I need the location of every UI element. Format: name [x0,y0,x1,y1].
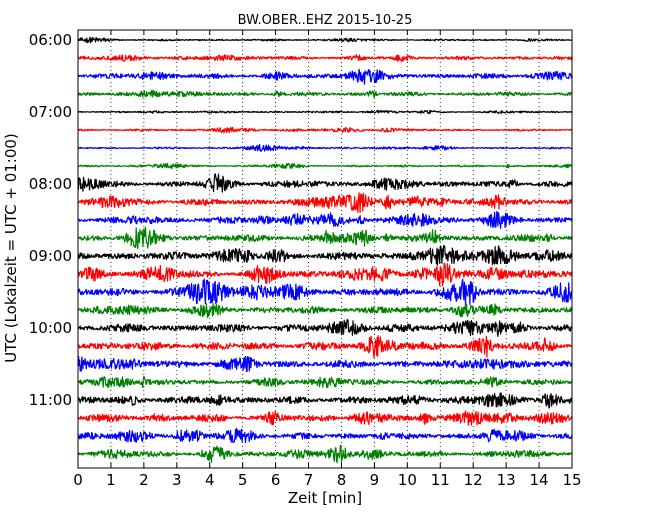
seismogram-trace [77,36,573,44]
x-tick-label: 0 [73,471,83,489]
seismogram-trace [77,375,573,388]
seismogram-trace [77,89,573,98]
seismogram-trace [77,109,573,115]
seismogram-trace [77,334,573,359]
y-tick-label: 06:00 [29,31,72,49]
seismogram-trace [77,427,573,444]
seismogram-trace [77,318,573,337]
x-tick-label: 12 [464,471,483,489]
seismogram-trace [77,392,573,409]
y-axis-label: UTC (Lokalzeit = UTC + 01:00) [2,133,20,363]
y-tick-label: 09:00 [29,247,72,265]
seismogram-trace [77,162,573,170]
seismogram-trace [77,68,573,85]
x-tick-label: 5 [238,471,248,489]
tick-layer: 0 1 2 3 4 5 6 7 8 9 10 11 12 13 14 1506:0007:0008:0009:… [29,30,582,489]
trace-layer [77,36,573,464]
y-tick-label: 11:00 [29,391,72,409]
chart-title: BW.OBER..EHZ 2015-10-25 [238,13,413,28]
seismogram-trace [77,226,573,250]
x-tick-label: 13 [497,471,516,489]
seismogram-trace [77,444,573,464]
plot-frame [77,29,573,469]
x-tick-label: 10 [398,471,417,489]
seismogram-trace [77,410,573,426]
x-tick-label: 6 [271,471,281,489]
seismogram-trace [77,53,573,62]
seismogram-trace [77,302,573,319]
x-tick-label: 15 [562,471,581,489]
seismogram-trace [77,278,573,307]
x-tick-label: 9 [370,471,380,489]
x-tick-label: 14 [530,471,549,489]
seismogram-trace [77,126,573,134]
x-tick-label: 7 [304,471,314,489]
x-tick-label: 1 [106,471,116,489]
x-tick-label: 3 [172,471,182,489]
x-tick-label: 8 [337,471,347,489]
x-tick-label: 11 [431,471,450,489]
y-tick-label: 08:00 [29,175,72,193]
x-tick-label: 2 [139,471,149,489]
y-tick-label: 07:00 [29,103,72,121]
x-tick-label: 4 [205,471,215,489]
seismogram-trace [77,355,573,373]
seismogram-trace [77,144,573,152]
seismogram-trace [77,173,573,193]
seismogram-trace [77,245,573,266]
y-tick-label: 10:00 [29,319,72,337]
seismogram-trace [77,210,573,230]
seismogram-trace [77,192,573,214]
x-axis-label: Zeit [min] [288,489,362,507]
seismogram-trace [77,262,573,287]
